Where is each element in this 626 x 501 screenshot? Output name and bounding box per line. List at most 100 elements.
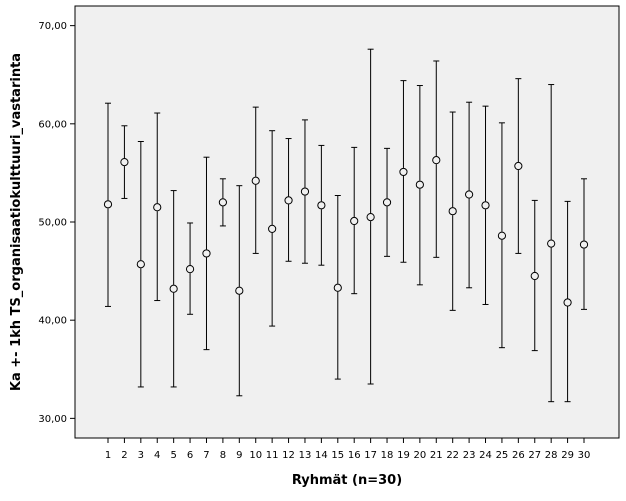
y-axis: 30,00 40,00 50,00 60,00 70,00 <box>38 21 75 425</box>
error-bar <box>105 102 111 307</box>
mean-point <box>153 203 162 212</box>
mean-point <box>136 260 145 269</box>
mean-point <box>317 201 326 210</box>
x-tick-label: 5 <box>170 450 176 461</box>
x-tick-label: 23 <box>463 450 476 461</box>
x-tick-label: 19 <box>397 450 410 461</box>
error-bar <box>137 140 144 388</box>
x-tick-label: 7 <box>203 450 209 461</box>
error-bar <box>498 122 505 349</box>
error-bar <box>203 156 210 351</box>
error-bar <box>433 60 440 258</box>
error-bar <box>236 185 243 397</box>
error-bar <box>416 85 423 286</box>
error-bar <box>121 125 128 199</box>
mean-markers <box>103 156 589 307</box>
x-tick-label: 14 <box>315 450 328 461</box>
mean-point <box>169 284 178 293</box>
mean-point <box>547 239 556 248</box>
mean-point <box>120 158 129 167</box>
mean-point <box>268 224 277 233</box>
x-axis: 1 2 3 4 5 6 7 8 9 10 11 12 13 14 15 16 17 18 19 20 21 22 23 24 2… <box>105 438 591 461</box>
mean-point <box>415 180 424 189</box>
mean-point <box>579 240 589 249</box>
error-bar <box>269 130 276 327</box>
y-tick-label: 70,00 <box>38 21 67 32</box>
mean-point <box>382 198 392 207</box>
y-tick-label: 40,00 <box>38 316 67 327</box>
mean-point <box>185 265 195 274</box>
x-tick-label: 26 <box>512 450 525 461</box>
x-tick-label: 1 <box>105 450 111 461</box>
x-tick-label: 27 <box>528 450 541 461</box>
mean-point <box>235 286 244 295</box>
y-axis-title: Ka +- 1kh TS_organisaatiokulttuuri_vasta… <box>9 53 24 391</box>
mean-point <box>366 212 375 222</box>
mean-point <box>284 196 293 205</box>
error-bar <box>531 199 538 352</box>
x-tick-label: 8 <box>220 450 226 461</box>
error-bar <box>400 80 407 263</box>
error-bar <box>285 138 292 262</box>
x-tick-label: 22 <box>446 450 459 461</box>
x-tick-label: 13 <box>299 450 312 461</box>
mean-point <box>497 231 507 240</box>
error-bar <box>187 222 194 315</box>
mean-point <box>481 201 490 210</box>
mean-point <box>103 200 113 209</box>
error-bar <box>367 48 374 385</box>
mean-point <box>563 298 572 307</box>
error-bar <box>252 106 259 254</box>
x-tick-label: 16 <box>348 450 361 461</box>
mean-point <box>218 198 227 207</box>
x-tick-label: 25 <box>496 450 509 461</box>
mean-point <box>202 249 211 258</box>
x-tick-label: 2 <box>121 450 127 461</box>
error-bar <box>581 178 587 310</box>
x-tick-label: 21 <box>430 450 443 461</box>
mean-point <box>514 161 523 171</box>
error-bar <box>548 84 555 403</box>
error-bar <box>466 101 473 289</box>
error-bar <box>334 194 341 380</box>
error-bar <box>219 178 226 227</box>
mean-point <box>300 187 310 196</box>
error-bar <box>154 112 161 302</box>
y-tick-label: 30,00 <box>38 414 67 425</box>
mean-point <box>465 190 474 199</box>
x-tick-label: 15 <box>331 450 344 461</box>
error-bar <box>449 111 456 311</box>
x-tick-label: 10 <box>249 450 262 461</box>
mean-point <box>350 216 359 226</box>
x-tick-label: 30 <box>578 450 591 461</box>
y-tick-label: 60,00 <box>38 119 67 130</box>
error-bar <box>515 78 522 254</box>
plot-area <box>74 5 620 439</box>
x-tick-label: 28 <box>545 450 558 461</box>
x-tick-label: 3 <box>138 450 144 461</box>
mean-point <box>251 176 260 185</box>
mean-point <box>530 271 539 281</box>
error-bar <box>384 147 391 257</box>
x-tick-label: 17 <box>364 450 377 461</box>
x-tick-label: 18 <box>381 450 394 461</box>
error-bar <box>170 190 177 388</box>
error-bar <box>482 105 489 305</box>
x-tick-label: 20 <box>413 450 426 461</box>
error-bar <box>351 146 358 295</box>
mean-point <box>432 156 441 165</box>
x-tick-label: 24 <box>479 450 492 461</box>
y-tick-label: 50,00 <box>38 218 67 229</box>
error-bar <box>564 200 571 403</box>
x-axis-title: Ryhmät (n=30) <box>292 473 402 488</box>
error-bar <box>318 144 325 266</box>
x-tick-label: 11 <box>266 450 279 461</box>
mean-point <box>399 167 408 177</box>
x-tick-label: 6 <box>187 450 193 461</box>
error-bar <box>301 119 308 264</box>
mean-point <box>448 207 457 216</box>
x-tick-label: 29 <box>561 450 574 461</box>
mean-point <box>333 283 342 292</box>
error-bars <box>105 48 587 403</box>
